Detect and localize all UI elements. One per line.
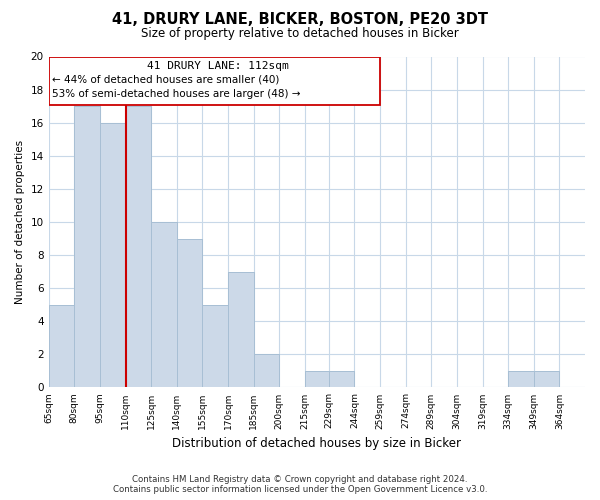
- Bar: [202, 304, 228, 388]
- Text: Size of property relative to detached houses in Bicker: Size of property relative to detached ho…: [141, 26, 459, 40]
- Bar: [254, 354, 279, 388]
- Y-axis label: Number of detached properties: Number of detached properties: [15, 140, 25, 304]
- Bar: [508, 371, 534, 388]
- Bar: [228, 272, 254, 388]
- Bar: [151, 222, 177, 388]
- FancyBboxPatch shape: [49, 58, 380, 106]
- Bar: [100, 122, 125, 388]
- Bar: [329, 371, 355, 388]
- Bar: [177, 238, 202, 388]
- Bar: [74, 106, 100, 388]
- Bar: [508, 371, 534, 388]
- Bar: [151, 222, 177, 388]
- Text: ← 44% of detached houses are smaller (40): ← 44% of detached houses are smaller (40…: [52, 74, 280, 85]
- Bar: [49, 304, 74, 388]
- Bar: [125, 106, 151, 388]
- Bar: [254, 354, 279, 388]
- Bar: [49, 304, 74, 388]
- Bar: [177, 238, 202, 388]
- Text: 41, DRURY LANE, BICKER, BOSTON, PE20 3DT: 41, DRURY LANE, BICKER, BOSTON, PE20 3DT: [112, 12, 488, 28]
- Text: 41 DRURY LANE: 112sqm: 41 DRURY LANE: 112sqm: [147, 62, 289, 72]
- Bar: [228, 272, 254, 388]
- Bar: [305, 371, 329, 388]
- Text: 53% of semi-detached houses are larger (48) →: 53% of semi-detached houses are larger (…: [52, 88, 301, 99]
- Bar: [534, 371, 559, 388]
- Text: Contains HM Land Registry data © Crown copyright and database right 2024.
Contai: Contains HM Land Registry data © Crown c…: [113, 474, 487, 494]
- Bar: [202, 304, 228, 388]
- Bar: [329, 371, 355, 388]
- Bar: [100, 122, 125, 388]
- Bar: [125, 106, 151, 388]
- X-axis label: Distribution of detached houses by size in Bicker: Distribution of detached houses by size …: [172, 437, 461, 450]
- Bar: [534, 371, 559, 388]
- Bar: [305, 371, 329, 388]
- Bar: [74, 106, 100, 388]
